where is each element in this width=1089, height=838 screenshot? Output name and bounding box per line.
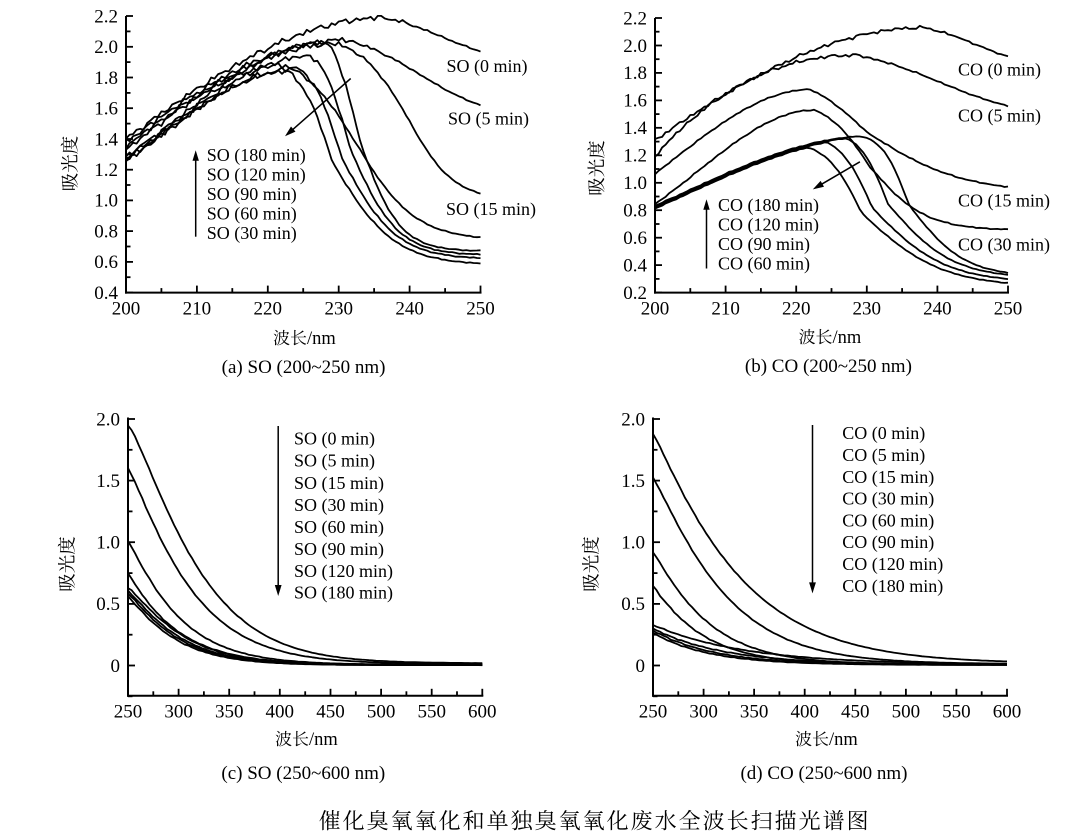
svg-text:240: 240 bbox=[923, 299, 952, 320]
svg-text:500: 500 bbox=[367, 702, 396, 723]
svg-text:1.6: 1.6 bbox=[623, 91, 647, 112]
svg-text:1.2: 1.2 bbox=[623, 146, 647, 167]
svg-text:/nm: /nm bbox=[829, 730, 858, 750]
svg-text:1.8: 1.8 bbox=[94, 68, 118, 89]
svg-text:CO (30 min): CO (30 min) bbox=[958, 234, 1050, 255]
svg-text:1.5: 1.5 bbox=[96, 471, 120, 492]
svg-text:0.4: 0.4 bbox=[94, 283, 118, 304]
svg-text:2.0: 2.0 bbox=[96, 409, 120, 430]
svg-text:SO (5 min): SO (5 min) bbox=[448, 108, 529, 129]
svg-text:SO (0 min): SO (0 min) bbox=[447, 56, 528, 77]
svg-text:CO (0 min): CO (0 min) bbox=[842, 423, 925, 444]
svg-text:1.0: 1.0 bbox=[94, 191, 118, 212]
svg-text:CO (15 min): CO (15 min) bbox=[842, 467, 934, 488]
svg-text:/nm: /nm bbox=[833, 328, 862, 348]
svg-text:600: 600 bbox=[468, 702, 497, 723]
svg-text:400: 400 bbox=[266, 702, 295, 723]
svg-text:CO (5 min): CO (5 min) bbox=[958, 106, 1041, 127]
svg-text:200: 200 bbox=[112, 299, 141, 320]
svg-text:0.8: 0.8 bbox=[623, 201, 647, 222]
svg-text:CO (90 min): CO (90 min) bbox=[842, 532, 934, 553]
svg-text:2.0: 2.0 bbox=[621, 409, 645, 430]
svg-text:(a) SO (200~250 nm): (a) SO (200~250 nm) bbox=[222, 357, 386, 378]
svg-text:CO (90 min): CO (90 min) bbox=[718, 234, 810, 255]
svg-text:250: 250 bbox=[994, 299, 1023, 320]
svg-text:(d) CO (250~600 nm): (d) CO (250~600 nm) bbox=[740, 763, 907, 784]
svg-text:450: 450 bbox=[841, 702, 870, 723]
svg-text:(b) CO (200~250 nm): (b) CO (200~250 nm) bbox=[745, 356, 912, 377]
svg-text:/nm: /nm bbox=[307, 329, 336, 349]
svg-text:SO (60 min): SO (60 min) bbox=[294, 517, 384, 538]
svg-text:0.2: 0.2 bbox=[623, 283, 647, 304]
svg-text:2.0: 2.0 bbox=[623, 36, 647, 57]
svg-text:230: 230 bbox=[853, 299, 882, 320]
svg-text:SO (0 min): SO (0 min) bbox=[294, 428, 375, 449]
svg-text:CO (120 min): CO (120 min) bbox=[842, 554, 943, 575]
svg-text:400: 400 bbox=[790, 702, 819, 723]
svg-text:SO (5 min): SO (5 min) bbox=[294, 450, 375, 471]
svg-text:SO (180 min): SO (180 min) bbox=[207, 145, 306, 166]
svg-text:0.6: 0.6 bbox=[94, 252, 118, 273]
svg-text:SO (15 min): SO (15 min) bbox=[294, 473, 384, 494]
svg-text:250: 250 bbox=[639, 702, 668, 723]
svg-text:CO (180 min): CO (180 min) bbox=[718, 195, 819, 216]
svg-text:1.2: 1.2 bbox=[94, 160, 118, 181]
svg-text:SO (180 min): SO (180 min) bbox=[294, 583, 393, 604]
svg-text:300: 300 bbox=[689, 702, 718, 723]
svg-text:220: 220 bbox=[782, 299, 811, 320]
svg-text:SO (90 min): SO (90 min) bbox=[207, 184, 297, 205]
svg-text:CO (120 min): CO (120 min) bbox=[718, 215, 819, 236]
svg-text:CO (180 min): CO (180 min) bbox=[842, 576, 943, 597]
svg-text:210: 210 bbox=[711, 299, 740, 320]
svg-text:1.5: 1.5 bbox=[621, 471, 645, 492]
svg-text:230: 230 bbox=[324, 299, 353, 320]
svg-text:1.4: 1.4 bbox=[94, 129, 118, 150]
svg-text:SO (15 min): SO (15 min) bbox=[446, 199, 536, 220]
svg-text:2.2: 2.2 bbox=[623, 8, 647, 29]
svg-text:0.8: 0.8 bbox=[94, 221, 118, 242]
svg-text:CO (60 min): CO (60 min) bbox=[718, 254, 810, 275]
svg-text:250: 250 bbox=[114, 702, 143, 723]
svg-text:SO (30 min): SO (30 min) bbox=[294, 495, 384, 516]
svg-text:220: 220 bbox=[254, 299, 283, 320]
svg-text:550: 550 bbox=[417, 702, 446, 723]
svg-text:1.6: 1.6 bbox=[94, 99, 118, 120]
svg-text:(c) SO (250~600 nm): (c) SO (250~600 nm) bbox=[221, 763, 385, 784]
svg-text:2.2: 2.2 bbox=[94, 6, 118, 27]
svg-text:300: 300 bbox=[164, 702, 193, 723]
svg-text:CO (15 min): CO (15 min) bbox=[958, 191, 1050, 212]
svg-text:350: 350 bbox=[740, 702, 769, 723]
svg-text:0: 0 bbox=[636, 656, 646, 677]
svg-text:1.0: 1.0 bbox=[623, 173, 647, 194]
svg-text:0.4: 0.4 bbox=[623, 255, 647, 276]
svg-text:0: 0 bbox=[111, 656, 121, 677]
svg-text:240: 240 bbox=[395, 299, 424, 320]
svg-text:2.0: 2.0 bbox=[94, 37, 118, 58]
svg-text:210: 210 bbox=[183, 299, 212, 320]
svg-text:SO (60 min): SO (60 min) bbox=[207, 204, 297, 225]
svg-text:250: 250 bbox=[466, 299, 495, 320]
svg-text:SO (120 min): SO (120 min) bbox=[207, 165, 306, 186]
svg-text:0.5: 0.5 bbox=[96, 594, 120, 615]
svg-text:SO (90 min): SO (90 min) bbox=[294, 539, 384, 560]
svg-text:600: 600 bbox=[993, 702, 1022, 723]
svg-text:200: 200 bbox=[641, 299, 670, 320]
svg-text:CO (60 min): CO (60 min) bbox=[842, 511, 934, 532]
svg-text:SO (30 min): SO (30 min) bbox=[207, 223, 297, 244]
svg-text:500: 500 bbox=[892, 702, 921, 723]
svg-text:1.4: 1.4 bbox=[623, 118, 647, 139]
svg-text:0.5: 0.5 bbox=[621, 594, 645, 615]
svg-text:550: 550 bbox=[942, 702, 971, 723]
svg-text:CO (0 min): CO (0 min) bbox=[958, 59, 1041, 80]
svg-text:/nm: /nm bbox=[309, 730, 338, 750]
svg-text:CO (30 min): CO (30 min) bbox=[842, 489, 934, 510]
svg-text:450: 450 bbox=[316, 702, 345, 723]
svg-text:CO (5 min): CO (5 min) bbox=[842, 445, 925, 466]
svg-text:1.0: 1.0 bbox=[96, 533, 120, 554]
svg-text:1.0: 1.0 bbox=[621, 533, 645, 554]
svg-text:350: 350 bbox=[215, 702, 244, 723]
svg-text:0.6: 0.6 bbox=[623, 228, 647, 249]
svg-text:SO (120 min): SO (120 min) bbox=[294, 561, 393, 582]
svg-text:1.8: 1.8 bbox=[623, 63, 647, 84]
